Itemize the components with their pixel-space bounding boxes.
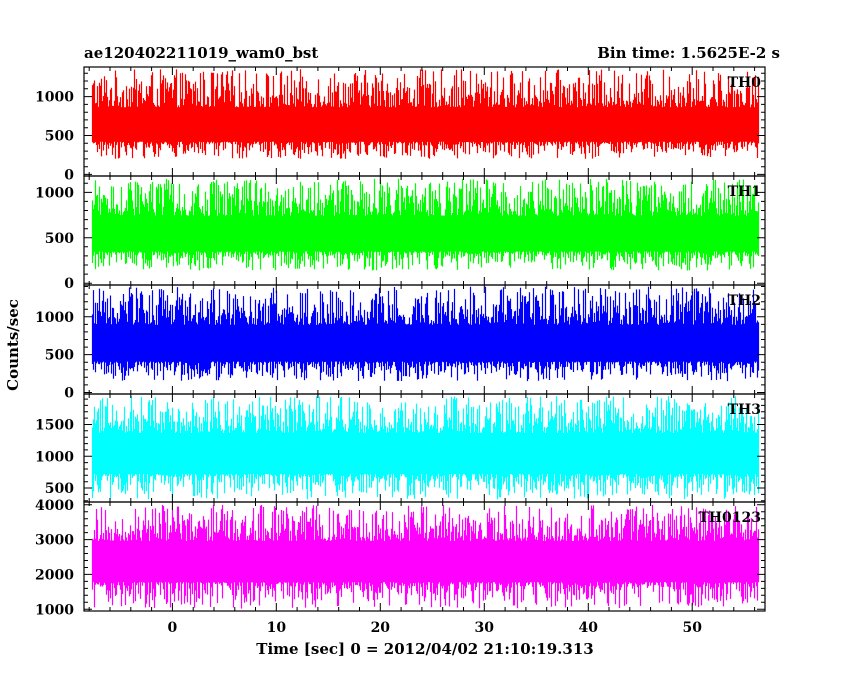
y-tick-label: 1000 bbox=[35, 90, 74, 106]
y-ticks bbox=[84, 182, 765, 284]
panel-th0123: 1000 2000 3000 4000 TH0123 bbox=[35, 498, 766, 618]
bin-time-label: Bin time: 1.5625E-2 s bbox=[597, 44, 780, 62]
x-ticks bbox=[88, 502, 756, 611]
x-ticks bbox=[88, 176, 756, 285]
panel-label-th0123: TH0123 bbox=[698, 510, 761, 526]
y-tick-label: 500 bbox=[45, 348, 74, 364]
x-tick-label: 10 bbox=[267, 620, 287, 636]
x-tick-label: 30 bbox=[475, 620, 495, 636]
panel-label-th2: TH2 bbox=[728, 293, 761, 309]
series-line-th3 bbox=[91, 396, 760, 500]
y-ticks bbox=[84, 504, 765, 610]
panel-frame bbox=[83, 501, 766, 612]
x-tick-label: 0 bbox=[167, 620, 177, 636]
y-axis-title: Counts/sec bbox=[4, 299, 22, 391]
y-tick-label: 1000 bbox=[35, 602, 74, 618]
panel-label-th3: TH3 bbox=[728, 402, 761, 418]
panel-label-th1: TH1 bbox=[728, 184, 761, 200]
y-tick-label: 500 bbox=[45, 129, 74, 145]
series-line-th2 bbox=[91, 286, 760, 382]
y-tick-label: 0 bbox=[64, 385, 74, 401]
panel-th1: 0 500 1000 TH1 bbox=[35, 175, 766, 292]
x-ticks bbox=[88, 67, 756, 176]
series-line-th1 bbox=[91, 178, 760, 271]
series-line-th0 bbox=[91, 69, 760, 159]
x-tick-label: 20 bbox=[371, 620, 391, 636]
y-tick-label: 1000 bbox=[35, 449, 74, 465]
x-tick-label: 40 bbox=[579, 620, 599, 636]
y-tick-label: 0 bbox=[64, 167, 74, 183]
y-tick-label: 2000 bbox=[35, 567, 74, 583]
y-tick-label: 1000 bbox=[35, 185, 74, 201]
y-ticks bbox=[84, 72, 765, 175]
x-ticks bbox=[88, 285, 756, 394]
y-tick-label: 4000 bbox=[35, 498, 74, 514]
x-axis-title: Time [sec] 0 = 2012/04/02 21:10:19.313 bbox=[256, 640, 593, 658]
y-ticks bbox=[84, 398, 765, 502]
y-tick-label: 3000 bbox=[35, 533, 74, 549]
y-tick-label: 500 bbox=[45, 231, 74, 247]
chart-title: ae120402211019_wam0_bst bbox=[84, 44, 318, 62]
y-tick-label: 1500 bbox=[35, 417, 74, 433]
panel-th3: 500 1000 1500 TH3 bbox=[35, 393, 766, 503]
series-line-th0123 bbox=[91, 504, 760, 609]
y-tick-label: 500 bbox=[45, 481, 74, 497]
panel-label-th0: TH0 bbox=[728, 75, 762, 91]
y-ticks bbox=[84, 286, 765, 393]
y-tick-label: 1000 bbox=[35, 310, 74, 326]
panel-th2: 0 500 1000 TH2 bbox=[35, 284, 766, 401]
y-tick-label: 0 bbox=[64, 276, 74, 292]
x-ticks bbox=[88, 394, 756, 502]
x-tick-label: 50 bbox=[682, 620, 702, 636]
panel-th0: 0 500 1000 TH0 bbox=[35, 66, 766, 183]
